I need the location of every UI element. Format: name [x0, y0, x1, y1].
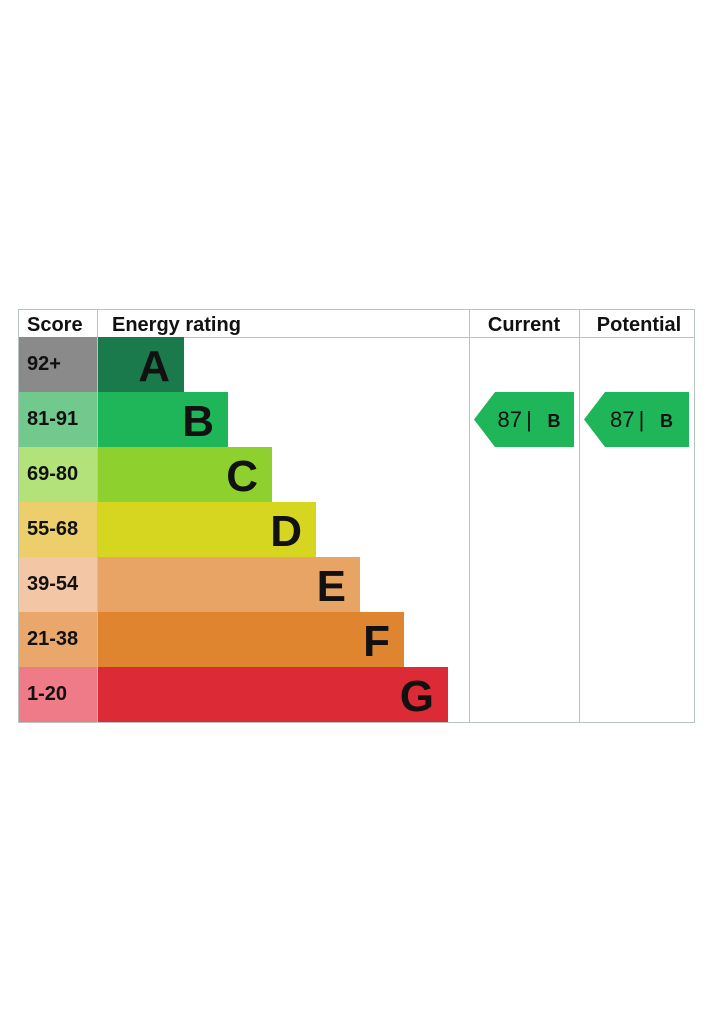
score-cell-d [19, 502, 97, 557]
current-value: 87 [498, 407, 522, 432]
rating-bar-g [98, 667, 448, 722]
rating-bar-d [98, 502, 316, 557]
rating-bar-b [98, 392, 228, 447]
rating-letter-a: A [138, 342, 170, 391]
score-cell-g [19, 667, 97, 722]
table-border [18, 309, 695, 723]
rating-letter-f: F [363, 617, 390, 666]
header-energy-rating: Energy rating [112, 314, 241, 336]
potential-band: B [660, 411, 673, 431]
score-range-e: 39-54 [27, 573, 79, 595]
rating-letter-g: G [400, 672, 434, 721]
score-range-a: 92+ [27, 353, 61, 375]
score-range-d: 55-68 [27, 518, 78, 540]
rating-bands: 92+ A 81-91 B 69-80 C 55-68 D 39-54 E 21-38 F 1-20 G [19, 337, 448, 722]
potential-indicator: 87 | B [584, 392, 689, 447]
rating-bar-a [98, 337, 184, 392]
rating-indicators: 87 | B 87 | B [474, 392, 689, 447]
rating-bar-c [98, 447, 272, 502]
score-range-g: 1-20 [27, 683, 67, 705]
current-indicator: 87 | B [474, 392, 574, 447]
header-score: Score [27, 314, 83, 336]
rating-letter-b: B [182, 397, 214, 446]
score-cell-f [19, 612, 97, 667]
current-band: B [548, 411, 561, 431]
potential-arrow [584, 392, 689, 447]
score-cell-b [19, 392, 97, 447]
score-cell-a [19, 337, 97, 392]
rating-bar-f [98, 612, 404, 667]
rating-bar-e [98, 557, 360, 612]
score-range-f: 21-38 [27, 628, 78, 650]
potential-separator: | [639, 407, 645, 432]
header-potential: Potential [597, 314, 681, 336]
score-cell-c [19, 447, 97, 502]
score-range-c: 69-80 [27, 463, 78, 485]
potential-value: 87 [610, 407, 634, 432]
score-range-b: 81-91 [27, 408, 78, 430]
score-cell-e [19, 557, 97, 612]
current-arrow [474, 392, 574, 447]
rating-letter-c: C [226, 452, 258, 501]
rating-letter-d: D [270, 507, 302, 556]
current-separator: | [526, 407, 532, 432]
header-current: Current [488, 314, 561, 336]
rating-letter-e: E [317, 562, 346, 611]
